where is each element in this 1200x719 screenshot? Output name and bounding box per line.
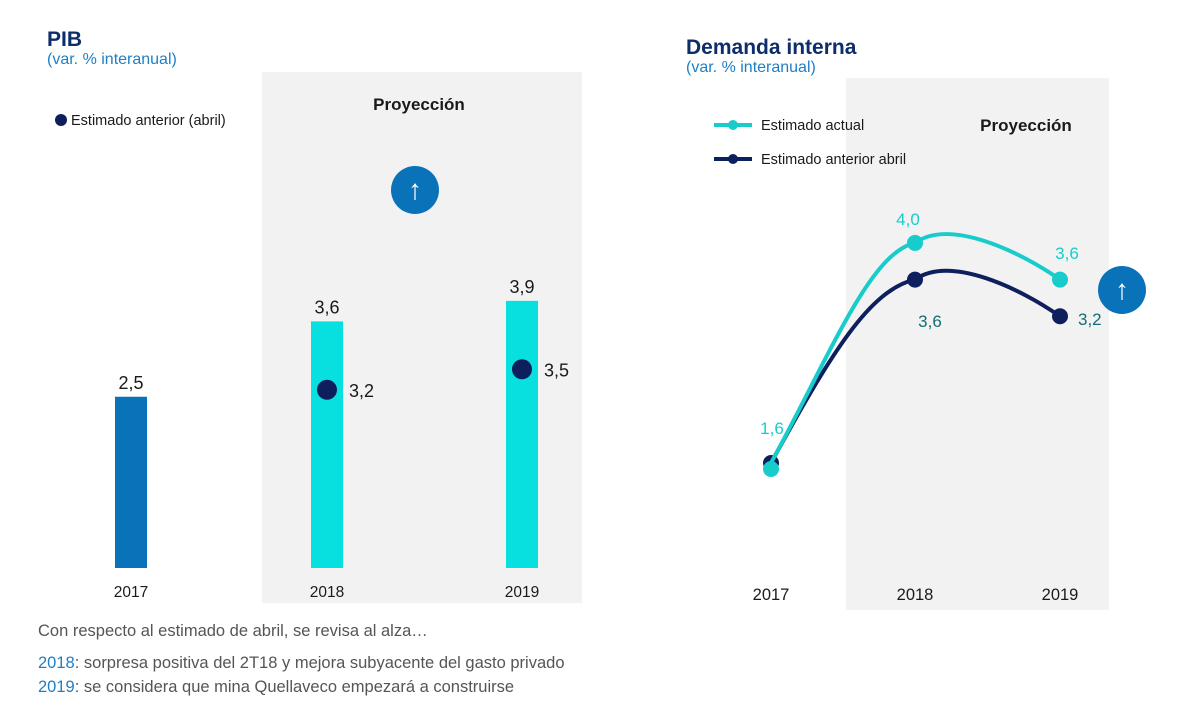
legend-marker-1 xyxy=(728,154,738,164)
projection-label: Proyección xyxy=(373,95,465,114)
legend-label-0: Estimado actual xyxy=(761,118,864,134)
point-anterior-2018 xyxy=(907,271,923,288)
x-tick-2018: 2018 xyxy=(310,584,344,601)
anterior-label-2018: 3,2 xyxy=(349,381,374,401)
demanda-chart-title: Demanda interna xyxy=(686,36,857,59)
label-anterior-2018: 3,6 xyxy=(918,312,942,331)
note-2019-text: : se considera que mina Quellaveco empez… xyxy=(74,678,515,696)
bar-2017 xyxy=(115,396,147,568)
note-2019: 2019: se considera que mina Quellaveco e… xyxy=(38,678,514,697)
note-2018-year: 2018 xyxy=(38,654,75,672)
pib-up-arrow-icon-glyph: ↑ xyxy=(408,174,422,205)
legend-marker-anterior xyxy=(55,114,67,126)
bar-2018 xyxy=(311,321,343,568)
x-tick-2019: 2019 xyxy=(1042,586,1079,604)
x-tick-2017: 2017 xyxy=(114,584,148,601)
label-actual-2017: 1,6 xyxy=(760,419,784,438)
note-2018-text: : sorpresa positiva del 2T18 y mejora su… xyxy=(74,654,565,672)
bar-2019 xyxy=(506,300,538,568)
point-actual-2018 xyxy=(907,234,923,251)
label-actual-2018: 4,0 xyxy=(896,210,920,229)
label-actual-2019: 3,6 xyxy=(1055,244,1079,263)
point-actual-2017 xyxy=(763,461,779,477)
pib-chart: Proyección Estimado anterior (abril) 2,5 20… xyxy=(55,72,582,603)
legend-label-1: Estimado anterior abril xyxy=(761,152,906,168)
anterior-point-2018 xyxy=(317,379,337,400)
x-tick-2019: 2019 xyxy=(505,584,539,601)
pib-chart-subtitle: (var. % interanual) xyxy=(47,51,177,68)
note-intro: Con respecto al estimado de abril, se re… xyxy=(38,622,428,640)
note-2019-year: 2019 xyxy=(38,678,75,696)
demanda-up-arrow-icon-circle xyxy=(1098,266,1146,314)
x-tick-2017: 2017 xyxy=(753,586,790,604)
pib-up-arrow-icon: ↑ xyxy=(391,166,439,214)
projection-label: Proyección xyxy=(980,116,1072,135)
bar-label-2019: 3,9 xyxy=(509,277,534,297)
projection-shade xyxy=(846,78,1109,610)
anterior-label-2019: 3,5 xyxy=(544,360,569,380)
bar-label-2018: 3,6 xyxy=(314,297,339,317)
point-actual-2019 xyxy=(1052,271,1068,288)
bar-label-2017: 2,5 xyxy=(118,373,143,393)
point-anterior-2019 xyxy=(1052,308,1068,325)
legend-label-anterior: Estimado anterior (abril) xyxy=(71,113,226,129)
legend-marker-0 xyxy=(728,120,738,130)
x-tick-2018: 2018 xyxy=(897,586,934,604)
pib-chart-title: PIB xyxy=(47,28,83,51)
pib-up-arrow-icon-circle xyxy=(391,166,439,214)
anterior-point-2019 xyxy=(512,359,532,380)
demanda-up-arrow-icon-glyph: ↑ xyxy=(1115,274,1129,305)
note-2018: 2018: sorpresa positiva del 2T18 y mejor… xyxy=(38,654,565,673)
demanda-up-arrow-icon: ↑ xyxy=(1098,266,1146,314)
label-anterior-2019: 3,2 xyxy=(1078,310,1102,329)
demanda-chart: Proyección Estimado actual Estimado anteri… xyxy=(714,78,1146,610)
demanda-chart-subtitle: (var. % interanual) xyxy=(686,59,816,76)
